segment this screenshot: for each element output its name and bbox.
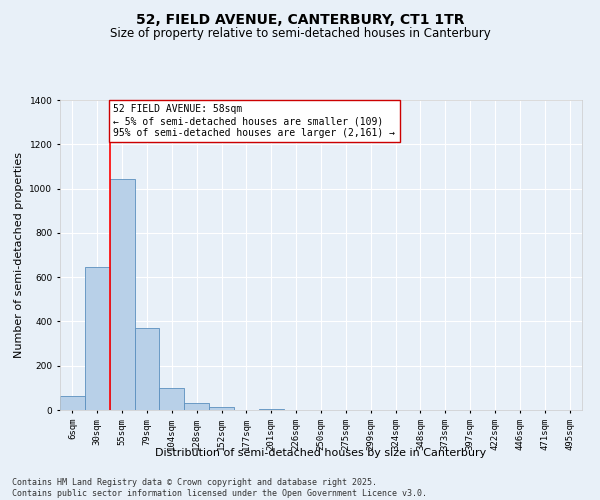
Bar [160, 388, 184, 410]
Y-axis label: Number of semi-detached properties: Number of semi-detached properties [14, 152, 24, 358]
Text: Distribution of semi-detached houses by size in Canterbury: Distribution of semi-detached houses by … [155, 448, 487, 458]
Bar [209, 408, 234, 410]
Bar [110, 178, 134, 410]
Bar [60, 396, 85, 410]
Bar [134, 328, 160, 410]
Text: Contains HM Land Registry data © Crown copyright and database right 2025.
Contai: Contains HM Land Registry data © Crown c… [12, 478, 427, 498]
Bar [184, 404, 209, 410]
Text: 52 FIELD AVENUE: 58sqm
← 5% of semi-detached houses are smaller (109)
95% of sem: 52 FIELD AVENUE: 58sqm ← 5% of semi-deta… [113, 104, 395, 138]
Bar [259, 409, 284, 410]
Bar [85, 267, 110, 410]
Text: 52, FIELD AVENUE, CANTERBURY, CT1 1TR: 52, FIELD AVENUE, CANTERBURY, CT1 1TR [136, 12, 464, 26]
Text: Size of property relative to semi-detached houses in Canterbury: Size of property relative to semi-detach… [110, 28, 490, 40]
